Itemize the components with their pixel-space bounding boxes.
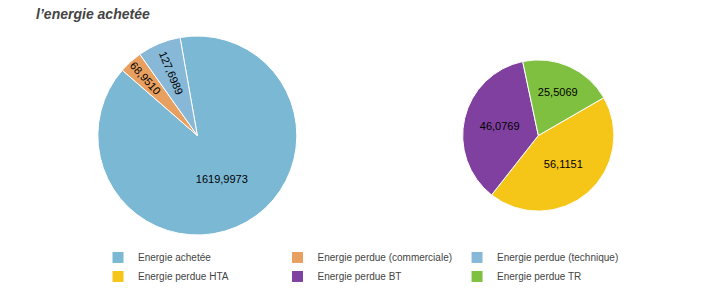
svg-text:68,9510: 68,9510 bbox=[127, 59, 164, 97]
svg-text:25,5069: 25,5069 bbox=[538, 86, 578, 98]
svg-text:1619,9973: 1619,9973 bbox=[196, 173, 248, 185]
svg-text:46,0769: 46,0769 bbox=[480, 120, 520, 132]
svg-text:Energie perdue BT: Energie perdue BT bbox=[318, 271, 402, 282]
svg-text:Energie perdue TR: Energie perdue TR bbox=[497, 271, 581, 282]
svg-text:l’energie achetée: l’energie achetée bbox=[36, 6, 150, 22]
svg-text:127,6989: 127,6989 bbox=[157, 49, 186, 96]
svg-text:Energie perdue (commerciale): Energie perdue (commerciale) bbox=[318, 252, 453, 263]
svg-text:56,1151: 56,1151 bbox=[544, 158, 583, 170]
svg-text:Energie perdue HTA: Energie perdue HTA bbox=[138, 271, 229, 282]
svg-text:Energie perdue (technique): Energie perdue (technique) bbox=[497, 252, 618, 263]
svg-text:Energie achetée: Energie achetée bbox=[138, 252, 211, 263]
